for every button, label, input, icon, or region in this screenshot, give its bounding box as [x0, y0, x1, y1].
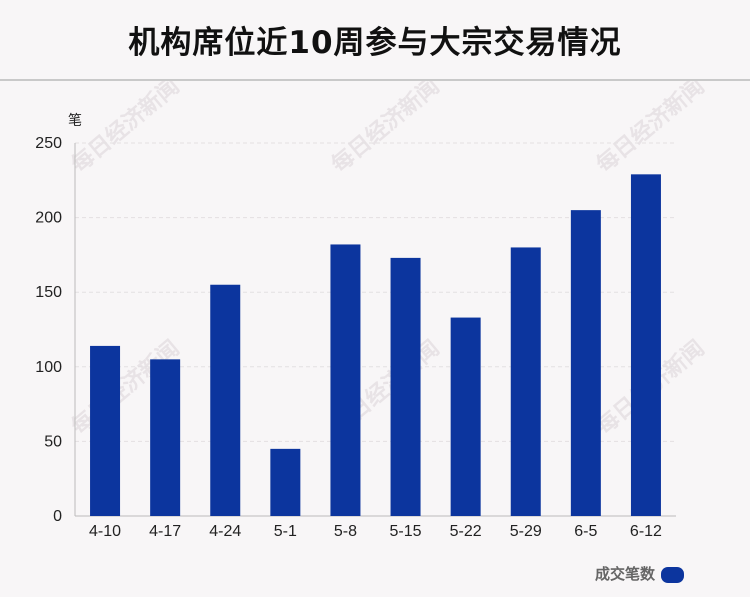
x-tick-label: 4-24	[209, 523, 241, 540]
y-tick-label: 150	[35, 284, 62, 301]
watermark-text: 每日经济新闻	[67, 81, 185, 178]
bar	[150, 359, 181, 516]
y-tick-label: 50	[44, 433, 62, 450]
bar	[450, 317, 481, 516]
y-tick-label: 100	[35, 359, 62, 376]
y-axis-unit: 笔	[68, 112, 82, 128]
bar	[90, 345, 121, 516]
legend-swatch	[661, 567, 684, 583]
x-tick-label: 6-5	[574, 523, 597, 540]
bar-chart: 每日经济新闻每日经济新闻每日经济新闻每日经济新闻每日经济新闻每日经济新闻0501…	[35, 73, 710, 583]
x-tick-label: 4-10	[89, 523, 121, 540]
chart-area: 每日经济新闻每日经济新闻每日经济新闻每日经济新闻每日经济新闻每日经济新闻0501…	[0, 73, 750, 593]
x-tick-label: 4-17	[149, 523, 181, 540]
y-tick-label: 250	[35, 135, 62, 152]
watermark-text: 每日经济新闻	[592, 81, 710, 178]
bar	[390, 257, 421, 516]
bar	[630, 174, 661, 516]
x-tick-label: 5-15	[390, 523, 422, 540]
y-tick-label: 200	[35, 210, 62, 227]
x-tick-label: 5-8	[334, 523, 357, 540]
bar	[330, 244, 361, 516]
bar	[570, 210, 601, 516]
bar	[510, 247, 541, 516]
chart-title: 机构席位近10周参与大宗交易情况	[128, 25, 622, 61]
legend-label: 成交笔数	[595, 565, 656, 583]
bar	[270, 448, 301, 516]
x-tick-label: 6-12	[630, 523, 662, 540]
x-tick-label: 5-22	[450, 523, 482, 540]
y-tick-label: 0	[53, 508, 62, 525]
watermark-text: 每日经济新闻	[327, 81, 445, 178]
bar	[210, 284, 241, 516]
x-tick-label: 5-29	[510, 523, 542, 540]
chart-header: 机构席位近10周参与大宗交易情况	[0, 0, 750, 81]
x-tick-label: 5-1	[274, 523, 297, 540]
